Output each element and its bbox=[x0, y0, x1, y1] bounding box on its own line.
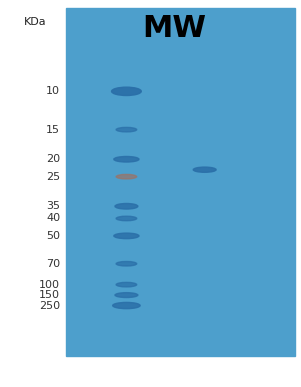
Text: 70: 70 bbox=[46, 259, 60, 269]
Text: 250: 250 bbox=[39, 301, 60, 310]
Text: KDa: KDa bbox=[24, 17, 47, 27]
Text: 10: 10 bbox=[46, 86, 60, 96]
Text: 150: 150 bbox=[39, 290, 60, 300]
Text: 25: 25 bbox=[46, 172, 60, 182]
Text: 35: 35 bbox=[46, 201, 60, 211]
Text: 50: 50 bbox=[46, 231, 60, 241]
Text: 100: 100 bbox=[39, 280, 60, 289]
Text: 15: 15 bbox=[46, 125, 60, 135]
Text: 40: 40 bbox=[46, 214, 60, 223]
Text: MW: MW bbox=[143, 14, 206, 43]
Text: 20: 20 bbox=[46, 154, 60, 164]
